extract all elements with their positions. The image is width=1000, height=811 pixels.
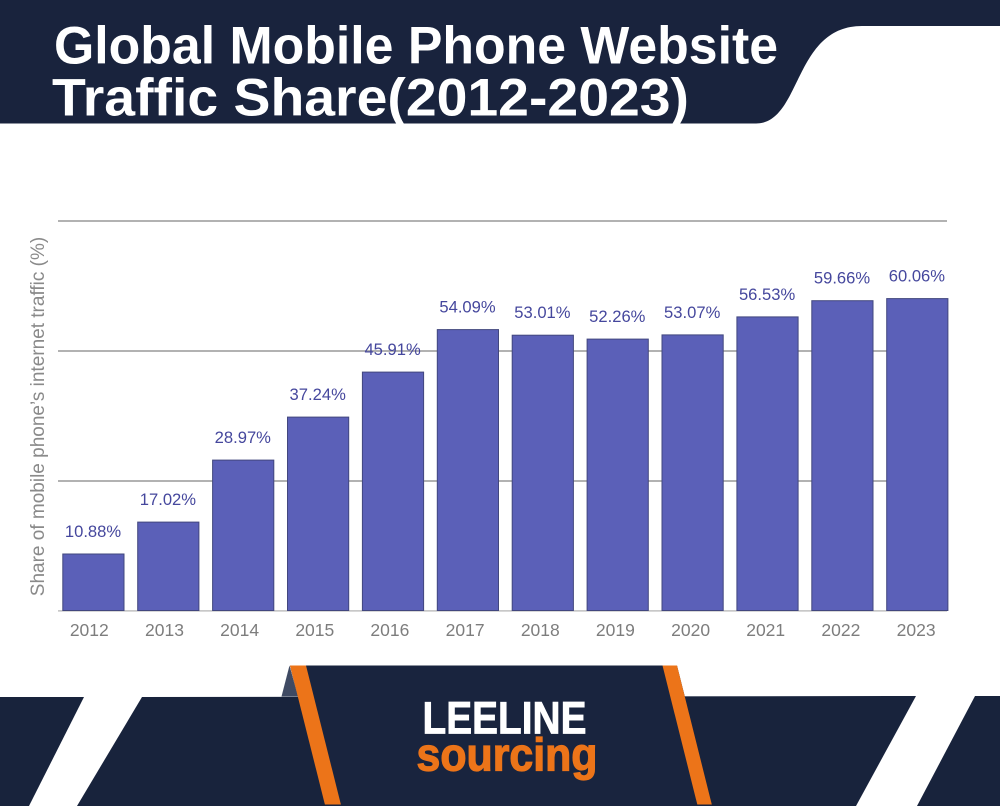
- svg-text:2021: 2021: [746, 620, 785, 640]
- svg-text:2018: 2018: [521, 620, 560, 640]
- svg-text:52.26%: 52.26%: [589, 307, 646, 326]
- svg-text:56.53%: 56.53%: [739, 285, 796, 304]
- svg-text:45.91%: 45.91%: [364, 340, 421, 359]
- svg-text:Traffic Share(2012-2023): Traffic Share(2012-2023): [52, 69, 689, 128]
- svg-text:2014: 2014: [220, 620, 259, 640]
- svg-text:2020: 2020: [671, 620, 710, 640]
- svg-text:2016: 2016: [370, 620, 409, 640]
- svg-text:2017: 2017: [446, 620, 485, 640]
- svg-text:sourcing: sourcing: [417, 728, 598, 780]
- svg-text:10.88%: 10.88%: [65, 522, 122, 541]
- svg-text:2022: 2022: [821, 620, 860, 640]
- svg-text:60.06%: 60.06%: [889, 267, 946, 286]
- svg-text:2015: 2015: [295, 620, 334, 640]
- svg-text:53.01%: 53.01%: [514, 303, 571, 322]
- svg-text:2023: 2023: [897, 620, 936, 640]
- svg-text:LEELINE: LEELINE: [423, 692, 587, 743]
- svg-text:53.07%: 53.07%: [664, 303, 721, 322]
- svg-text:2013: 2013: [145, 620, 184, 640]
- svg-text:17.02%: 17.02%: [140, 490, 197, 509]
- svg-text:37.24%: 37.24%: [290, 385, 347, 404]
- svg-text:Global Mobile Phone Website: Global Mobile Phone Website: [54, 17, 778, 76]
- svg-text:2019: 2019: [596, 620, 635, 640]
- svg-text:59.66%: 59.66%: [814, 269, 871, 288]
- svg-text:54.09%: 54.09%: [439, 298, 496, 317]
- svg-text:28.97%: 28.97%: [215, 428, 272, 447]
- svg-text:2012: 2012: [70, 620, 109, 640]
- svg-text:Share of mobile phone’s intern: Share of mobile phone’s internet traffic…: [28, 237, 49, 596]
